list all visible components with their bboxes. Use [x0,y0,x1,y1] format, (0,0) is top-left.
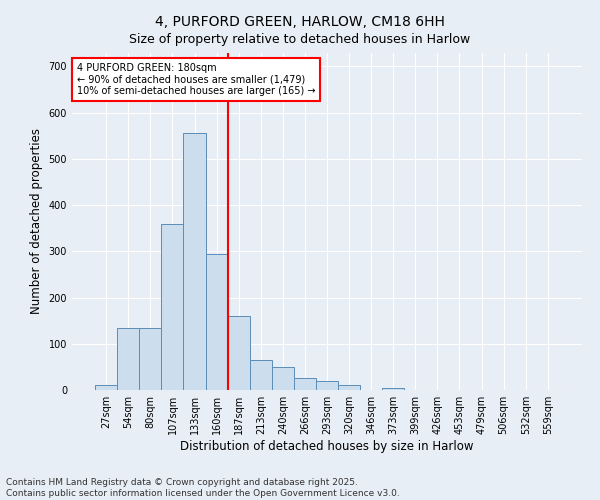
Bar [95,386,117,390]
Bar [117,328,139,390]
Bar [161,224,184,390]
X-axis label: Distribution of detached houses by size in Harlow: Distribution of detached houses by size … [180,440,474,453]
Bar [206,254,227,390]
Y-axis label: Number of detached properties: Number of detached properties [30,128,43,314]
Text: 4 PURFORD GREEN: 180sqm
← 90% of detached houses are smaller (1,479)
10% of semi: 4 PURFORD GREEN: 180sqm ← 90% of detache… [77,62,316,96]
Bar [382,388,404,390]
Text: Contains HM Land Registry data © Crown copyright and database right 2025.
Contai: Contains HM Land Registry data © Crown c… [6,478,400,498]
Text: Size of property relative to detached houses in Harlow: Size of property relative to detached ho… [130,32,470,46]
Bar [316,381,338,390]
Bar [272,367,294,390]
Bar [139,328,161,390]
Bar [294,378,316,390]
Bar [227,316,250,390]
Text: 4, PURFORD GREEN, HARLOW, CM18 6HH: 4, PURFORD GREEN, HARLOW, CM18 6HH [155,15,445,29]
Bar [250,360,272,390]
Bar [338,386,360,390]
Bar [184,134,206,390]
